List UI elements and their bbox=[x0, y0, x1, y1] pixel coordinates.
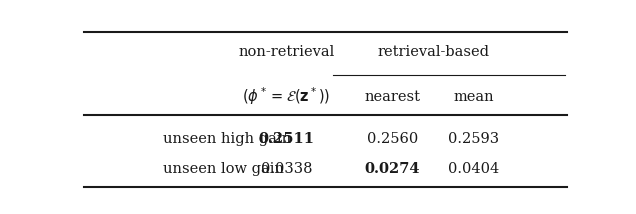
Text: nearest: nearest bbox=[364, 89, 420, 104]
Text: 0.2593: 0.2593 bbox=[448, 132, 499, 146]
Text: unseen low gain: unseen low gain bbox=[163, 162, 284, 176]
Text: 0.2511: 0.2511 bbox=[258, 132, 315, 146]
Text: 0.0338: 0.0338 bbox=[261, 162, 312, 176]
Text: mean: mean bbox=[453, 89, 494, 104]
Text: $(\phi^* = \mathcal{E}(\mathbf{z}^*))$: $(\phi^* = \mathcal{E}(\mathbf{z}^*))$ bbox=[242, 86, 331, 107]
Text: non-retrieval: non-retrieval bbox=[238, 45, 335, 59]
Text: 0.0404: 0.0404 bbox=[448, 162, 499, 176]
Text: unseen high gain: unseen high gain bbox=[163, 132, 291, 146]
Text: retrieval-based: retrieval-based bbox=[377, 45, 489, 59]
Text: 0.2560: 0.2560 bbox=[367, 132, 418, 146]
Text: 0.0274: 0.0274 bbox=[364, 162, 420, 176]
